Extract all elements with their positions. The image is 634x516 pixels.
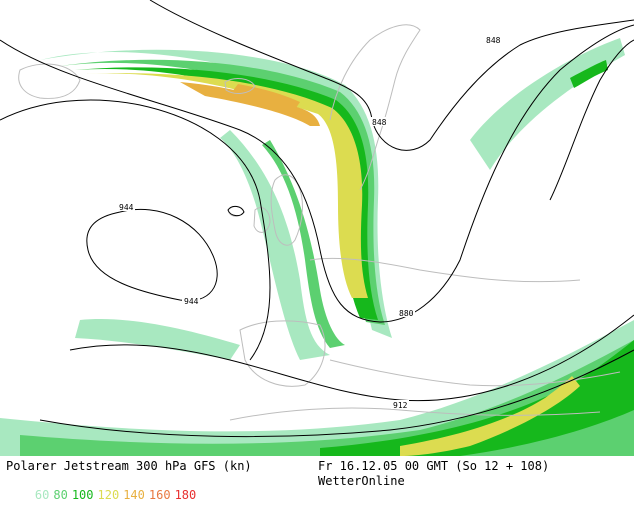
contour-label: 848: [486, 36, 501, 45]
contour-label: 944: [119, 203, 134, 212]
contour-944: [86, 208, 218, 302]
wind-band-140: [180, 82, 320, 126]
contour-label: 912: [393, 401, 408, 410]
legend-value-120: 120: [97, 488, 120, 502]
legend-value-100: 100: [71, 488, 94, 502]
contour-912: [69, 314, 634, 402]
wind-band-60-west: [220, 130, 330, 360]
height-contours: [0, 0, 634, 438]
wind-band-60-bay: [75, 319, 240, 360]
coast-iceland: [224, 78, 256, 94]
coast-iberia: [239, 320, 326, 387]
coast-mediterranean: [329, 359, 621, 387]
wind-band-100-south: [320, 340, 634, 456]
legend-value-60: 60: [34, 488, 50, 502]
contour-outer-west: [0, 99, 271, 361]
jetstream-map: 848 848 880 912 944 944: [0, 0, 634, 456]
contour-small-loop: [227, 205, 245, 217]
coast-europe: [309, 257, 581, 283]
contour-848-north: [149, 0, 634, 151]
legend-value-140: 140: [123, 488, 145, 502]
coast-greenland: [18, 63, 81, 99]
wind-band-100-ne: [570, 60, 608, 88]
contour-se: [549, 39, 634, 201]
coast-scandinavia: [329, 24, 421, 191]
legend-value-160: 160: [148, 488, 171, 502]
brand-name: WetterOnline: [318, 474, 405, 488]
wind-band-80-west: [262, 140, 345, 348]
chart-title: Polarer Jetstream 300 hPa GFS (kn): [6, 459, 252, 473]
wind-band-120-south: [400, 376, 580, 456]
coast-britain: [270, 174, 303, 246]
contour-label: 880: [399, 309, 414, 318]
legend-value-180: 180: [174, 488, 197, 502]
contour-south: [39, 349, 634, 438]
legend: 60 80 100 120 140 160 180: [6, 474, 200, 516]
contour-880: [0, 24, 634, 323]
wind-band-140-b: [232, 84, 300, 108]
valid-time: Fr 16.12.05 00 GMT (So 12 + 108): [318, 459, 550, 473]
wind-shading: [0, 38, 634, 456]
contour-label: 944: [184, 297, 199, 306]
map-footer: Polarer Jetstream 300 hPa GFS (kn) Fr 16…: [0, 456, 634, 502]
legend-value-80: 80: [53, 488, 68, 502]
coast-africa: [229, 407, 601, 421]
contour-label: 848: [372, 118, 387, 127]
